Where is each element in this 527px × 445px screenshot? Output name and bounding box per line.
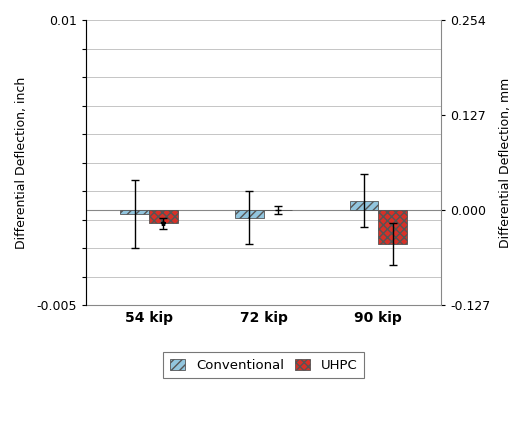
- Y-axis label: Differential Deflection, inch: Differential Deflection, inch: [15, 77, 28, 249]
- Bar: [235, 210, 264, 218]
- Y-axis label: Differential Deflection, mm: Differential Deflection, mm: [499, 77, 512, 248]
- Bar: [378, 210, 407, 244]
- Bar: [349, 201, 378, 210]
- Legend: Conventional, UHPC: Conventional, UHPC: [163, 352, 364, 378]
- Bar: [120, 210, 149, 214]
- Bar: [149, 210, 178, 223]
